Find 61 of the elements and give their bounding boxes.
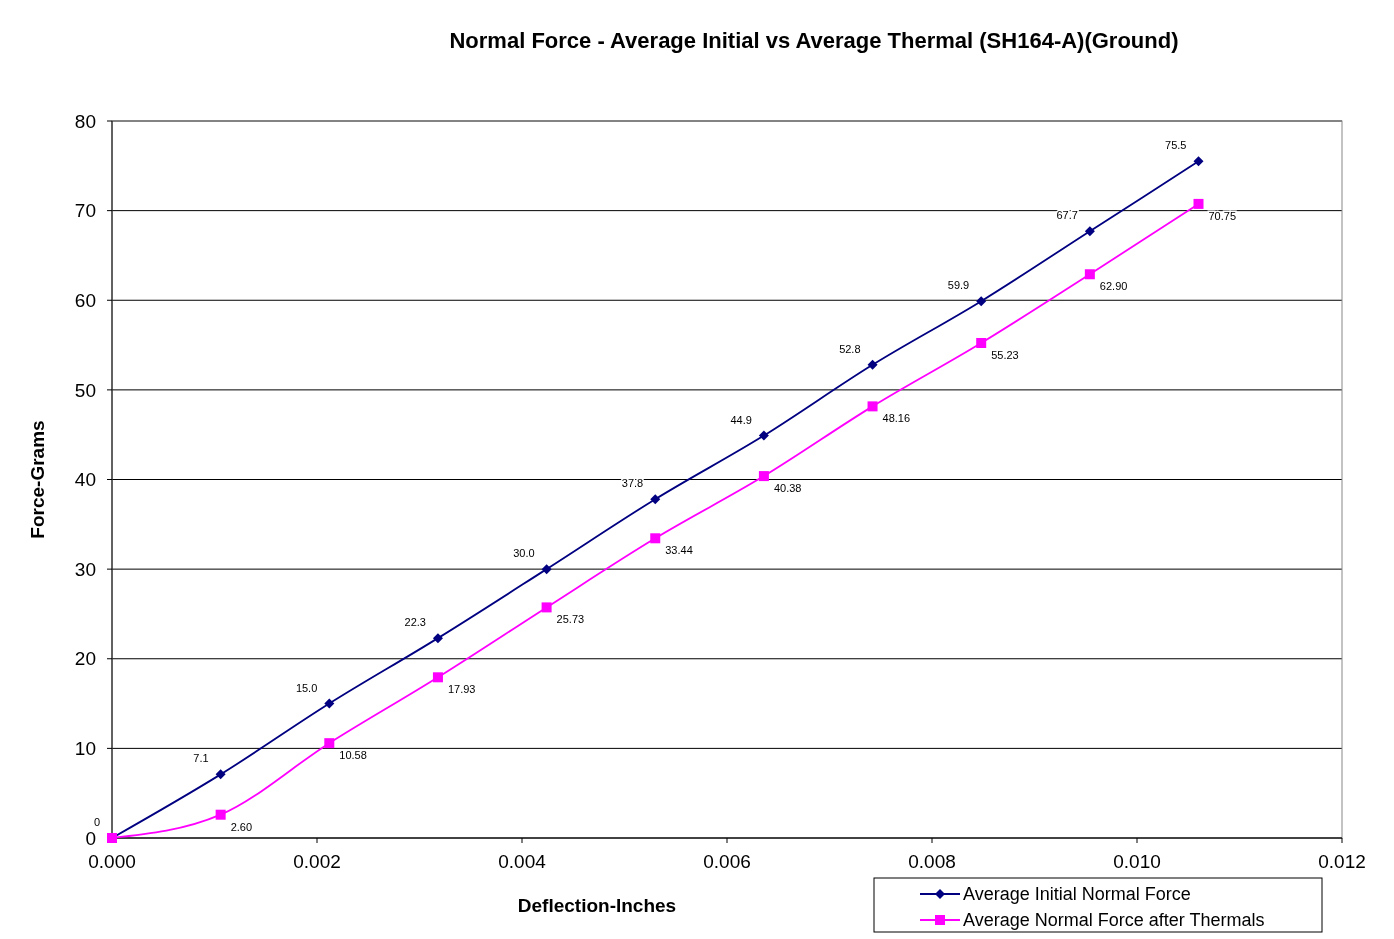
- point: [432, 672, 443, 683]
- point: [758, 471, 769, 482]
- data-label: 22.3: [404, 616, 426, 629]
- point: [976, 338, 987, 348]
- x-tick-label: 0.012: [1318, 851, 1366, 872]
- point: [432, 633, 443, 644]
- data-label: 25.73: [556, 613, 585, 626]
- point: [1084, 269, 1095, 280]
- y-tick-label: 40: [74, 469, 96, 491]
- data-label: 67.7: [1056, 209, 1078, 222]
- y-tick-label: 0: [85, 827, 96, 849]
- point: [541, 602, 552, 613]
- point: [758, 430, 769, 441]
- x-tick-label: 0.010: [1113, 851, 1161, 872]
- point: [1193, 198, 1204, 209]
- data-label: 15.0: [295, 681, 318, 694]
- data-label: 70.75: [1208, 209, 1237, 222]
- x-tick-label: 0.002: [293, 851, 341, 872]
- x-tick-label: 0.008: [908, 851, 956, 872]
- point: [324, 738, 335, 749]
- x-tick-label: 0.004: [498, 851, 547, 872]
- y-axis-title: Force-Grams: [27, 420, 48, 539]
- data-label: 33.44: [665, 544, 693, 557]
- point: [1084, 226, 1095, 237]
- y-tick-label: 60: [74, 289, 96, 311]
- data-label: 52.8: [839, 342, 861, 355]
- point: [976, 296, 987, 307]
- data-label: 30.0: [513, 547, 535, 560]
- data-label: 37.8: [621, 477, 644, 490]
- x-tick-label: 0.006: [703, 851, 751, 872]
- point: [215, 809, 226, 820]
- data-label: 59.9: [947, 279, 970, 292]
- data-label: 44.9: [730, 413, 752, 426]
- y-tick-label: 80: [74, 110, 96, 132]
- data-label: 48.16: [882, 412, 911, 425]
- x-tick-label: 0.000: [88, 851, 136, 872]
- chart-title: Normal Force - Average Initial vs Average Thermal (SH164-A)(Ground): [449, 28, 1179, 53]
- data-label: 17.93: [447, 683, 476, 696]
- point: [215, 769, 226, 780]
- point: [324, 698, 335, 709]
- y-tick-label: 30: [74, 558, 96, 580]
- y-tick-label: 50: [74, 379, 96, 401]
- data-label: 62.90: [1099, 280, 1128, 293]
- legend-label: Average Initial Normal Force: [963, 884, 1191, 905]
- point: [1193, 156, 1204, 167]
- data-label: 75.5: [1165, 139, 1187, 152]
- point: [867, 359, 878, 370]
- data-label: 55.23: [991, 349, 1019, 361]
- point: [650, 533, 661, 544]
- y-tick-label: 10: [74, 738, 96, 760]
- y-tick-label: 70: [74, 200, 96, 222]
- y-tick-label: 20: [74, 648, 96, 670]
- data-label: 7.1: [193, 752, 209, 765]
- point: [541, 564, 552, 575]
- legend-label: Average Normal Force after Thermals: [963, 910, 1265, 931]
- data-label: 40.38: [773, 482, 802, 495]
- data-label: 10.58: [339, 749, 367, 762]
- data-label: 2.60: [230, 820, 253, 833]
- point: [867, 401, 878, 412]
- point: [650, 494, 661, 505]
- x-axis-title: Deflection-Inches: [517, 895, 677, 916]
